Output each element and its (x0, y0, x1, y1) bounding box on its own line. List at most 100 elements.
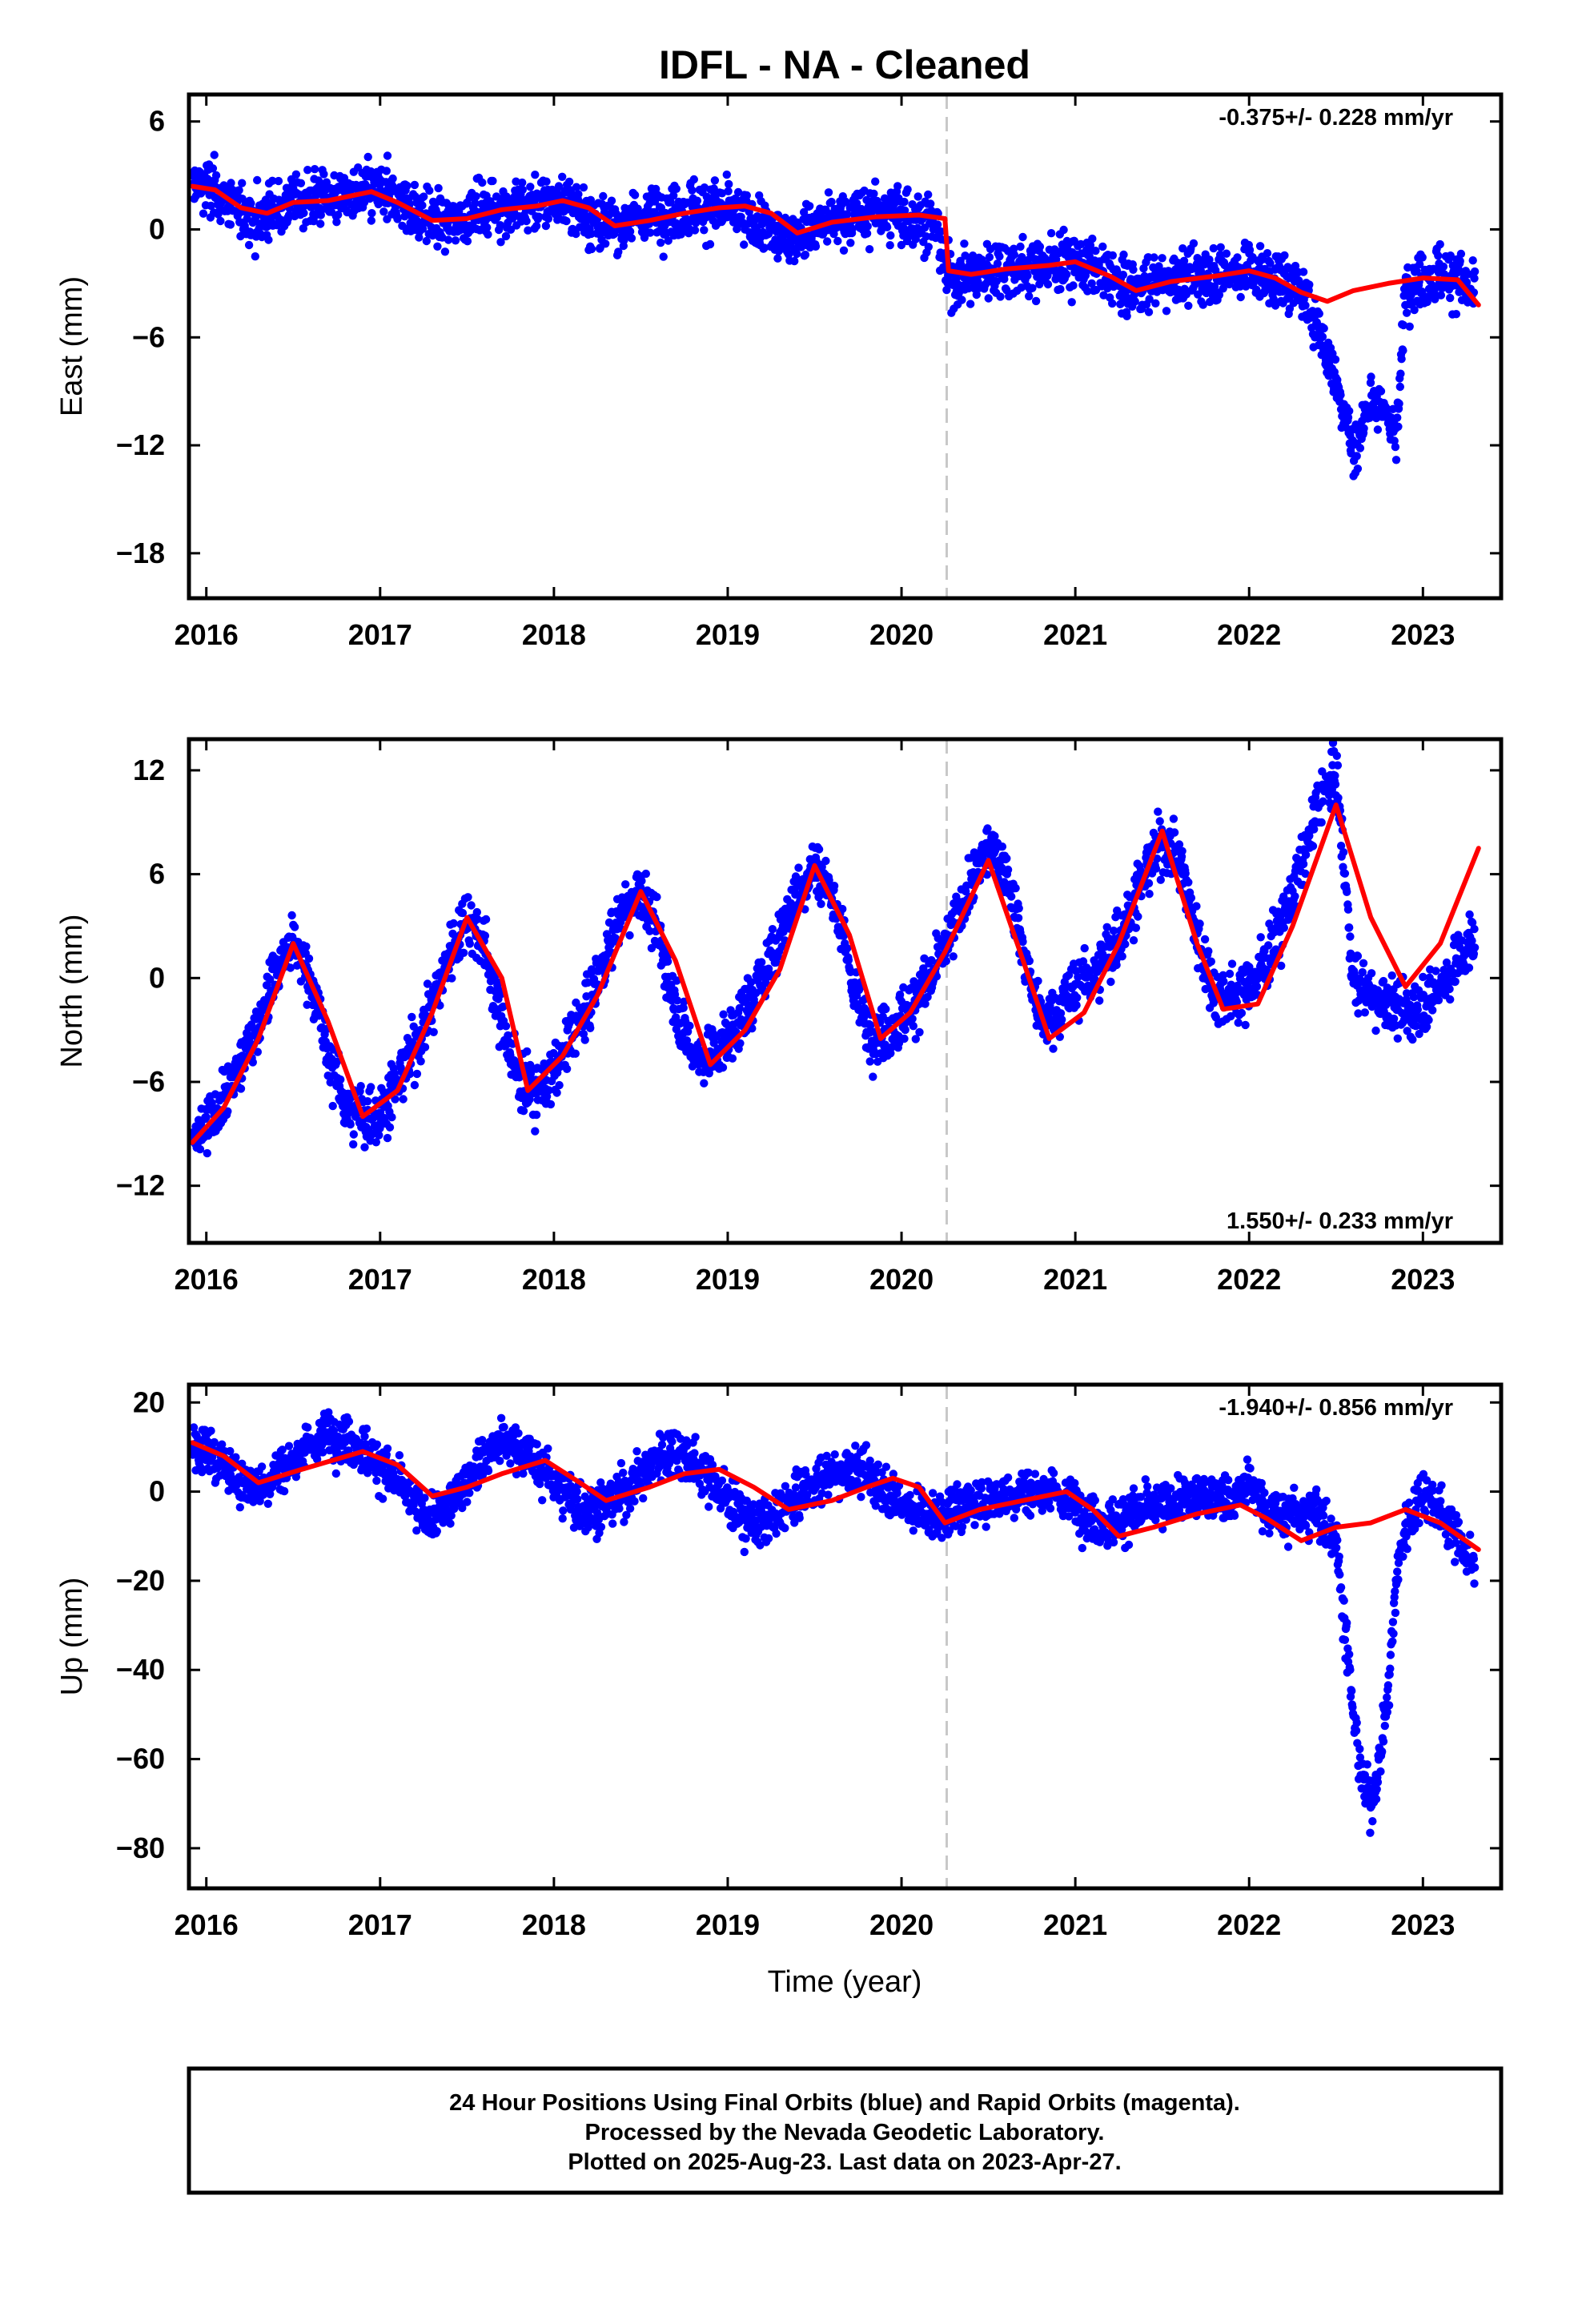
data-point (423, 979, 432, 988)
data-point (1366, 378, 1375, 388)
data-point (1291, 261, 1300, 271)
data-point (1219, 284, 1227, 293)
data-point (1219, 971, 1227, 980)
x-tick-label: 2021 (1043, 618, 1107, 651)
data-point (235, 186, 243, 195)
data-point (1010, 244, 1018, 253)
data-point (722, 170, 731, 179)
data-point (525, 1095, 534, 1104)
data-point (334, 211, 343, 219)
data-point (1391, 442, 1400, 452)
data-point (865, 1057, 874, 1066)
data-point (523, 1047, 532, 1056)
x-tick-label: 2016 (175, 618, 239, 651)
data-point (882, 223, 892, 231)
data-point (587, 244, 596, 254)
data-point (512, 177, 520, 186)
data-point (264, 235, 273, 244)
data-point (823, 237, 832, 246)
data-point (1119, 250, 1128, 259)
data-point (1003, 865, 1013, 875)
data-point (1263, 249, 1272, 258)
data-point (1376, 387, 1386, 396)
data-point (790, 256, 799, 266)
data-point (1397, 355, 1406, 364)
data-point (1410, 305, 1419, 315)
data-point (484, 230, 492, 239)
data-point (531, 171, 540, 179)
data-point (349, 1140, 358, 1149)
data-point (801, 250, 810, 259)
data-point (506, 225, 516, 234)
data-point (552, 1088, 561, 1097)
data-point (1359, 959, 1368, 968)
east-panel: 2016 2017 2018 2019 2020 2021 2022 202360−6−12−… (55, 92, 1504, 651)
data-point (383, 151, 392, 160)
data-point (1209, 243, 1219, 253)
data-point (504, 1031, 512, 1040)
data-point (1192, 902, 1201, 911)
data-point (1308, 842, 1318, 850)
data-point (1155, 817, 1164, 826)
data-point (1151, 299, 1160, 308)
data-point (1181, 869, 1190, 879)
data-point (761, 979, 770, 987)
data-point (1073, 993, 1082, 1003)
data-point (852, 199, 861, 208)
data-point (805, 202, 814, 211)
data-point (1144, 879, 1154, 888)
data-point (621, 880, 630, 889)
data-point (501, 231, 511, 241)
data-point (444, 235, 453, 244)
data-point (908, 1015, 917, 1023)
y-tick-label: 0 (149, 212, 165, 245)
data-point (700, 226, 709, 235)
data-point (532, 222, 541, 231)
data-point (1393, 413, 1402, 422)
data-point (1456, 256, 1464, 266)
data-point (1305, 280, 1314, 289)
figure-title: IDFL - NA - Cleaned (659, 42, 1030, 87)
data-point (558, 172, 567, 181)
data-point (572, 183, 581, 191)
data-point (926, 199, 935, 208)
data-point (429, 1027, 438, 1037)
data-point (710, 176, 720, 185)
data-point (1144, 308, 1154, 316)
data-point (1118, 271, 1128, 279)
data-point (534, 212, 544, 221)
data-point (420, 1043, 430, 1051)
data-point (248, 1058, 257, 1067)
data-point (841, 197, 850, 207)
data-point (382, 167, 391, 175)
data-point (1158, 254, 1166, 263)
data-point (496, 221, 505, 230)
data-point (425, 186, 434, 195)
data-point (995, 252, 1004, 261)
data-point (690, 226, 700, 235)
y-tick-label: −6 (132, 320, 165, 353)
data-point (459, 948, 468, 958)
data-point (1371, 1026, 1380, 1035)
data-point (1121, 939, 1130, 949)
data-point (363, 1097, 372, 1106)
data-point (1319, 797, 1327, 806)
data-point (546, 1100, 556, 1109)
data-point (316, 219, 325, 228)
data-point (647, 943, 656, 953)
data-point (1087, 279, 1096, 288)
data-point (1199, 300, 1207, 309)
data-point (817, 862, 826, 871)
data-point (433, 242, 442, 251)
data-point (1174, 840, 1184, 849)
data-point (616, 918, 625, 927)
data-point (1002, 854, 1011, 863)
data-point (1436, 291, 1446, 300)
data-point (1367, 372, 1375, 381)
data-point (688, 186, 697, 195)
data-point (367, 209, 376, 218)
data-point (488, 176, 497, 186)
data-point (1343, 413, 1353, 422)
data-point (416, 1057, 425, 1066)
